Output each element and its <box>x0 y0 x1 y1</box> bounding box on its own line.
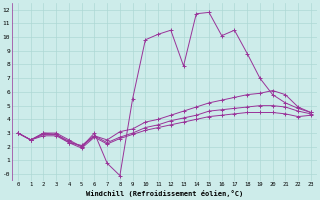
X-axis label: Windchill (Refroidissement éolien,°C): Windchill (Refroidissement éolien,°C) <box>86 190 243 197</box>
